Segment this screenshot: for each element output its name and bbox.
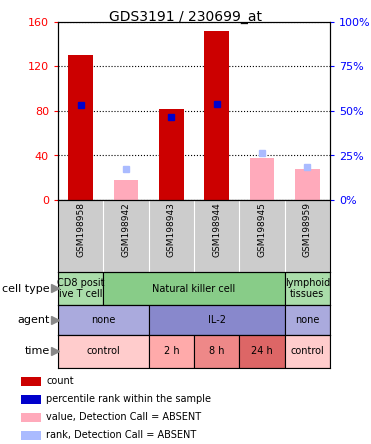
- Text: GSM198942: GSM198942: [121, 202, 131, 257]
- Bar: [250, 158, 275, 200]
- Text: agent: agent: [17, 315, 50, 325]
- Text: count: count: [46, 376, 74, 386]
- Text: GSM198958: GSM198958: [76, 202, 85, 257]
- Text: lymphoid
tissues: lymphoid tissues: [285, 278, 330, 299]
- Bar: [114, 180, 138, 200]
- Bar: [149, 335, 194, 368]
- Text: 24 h: 24 h: [251, 346, 273, 357]
- Text: cell type: cell type: [2, 284, 50, 293]
- Text: GSM198944: GSM198944: [212, 202, 221, 257]
- Text: time: time: [24, 346, 50, 357]
- Text: IL-2: IL-2: [208, 315, 226, 325]
- Text: rank, Detection Call = ABSENT: rank, Detection Call = ABSENT: [46, 430, 196, 440]
- Text: GSM198943: GSM198943: [167, 202, 176, 257]
- Bar: [58, 272, 104, 305]
- Text: 8 h: 8 h: [209, 346, 224, 357]
- Text: control: control: [290, 346, 324, 357]
- Bar: [194, 335, 239, 368]
- Text: none: none: [91, 315, 115, 325]
- Text: none: none: [295, 315, 319, 325]
- Text: CD8 posit
ive T cell: CD8 posit ive T cell: [57, 278, 104, 299]
- Bar: [21, 412, 41, 422]
- Text: Natural killer cell: Natural killer cell: [152, 284, 236, 293]
- Text: GSM198945: GSM198945: [257, 202, 266, 257]
- Text: value, Detection Call = ABSENT: value, Detection Call = ABSENT: [46, 412, 201, 422]
- Text: GDS3191 / 230699_at: GDS3191 / 230699_at: [109, 10, 262, 24]
- Bar: [104, 272, 285, 305]
- Bar: [295, 169, 320, 200]
- Text: 2 h: 2 h: [164, 346, 179, 357]
- Bar: [21, 377, 41, 386]
- Bar: [58, 305, 149, 335]
- Bar: [21, 395, 41, 404]
- Bar: [159, 109, 184, 200]
- Text: percentile rank within the sample: percentile rank within the sample: [46, 394, 211, 404]
- Bar: [204, 31, 229, 200]
- Bar: [58, 335, 149, 368]
- Bar: [285, 335, 330, 368]
- Text: control: control: [86, 346, 120, 357]
- Bar: [239, 335, 285, 368]
- Bar: [149, 305, 285, 335]
- Bar: [285, 305, 330, 335]
- Bar: [21, 431, 41, 440]
- Bar: [68, 56, 93, 200]
- Text: GSM198959: GSM198959: [303, 202, 312, 257]
- Bar: [285, 272, 330, 305]
